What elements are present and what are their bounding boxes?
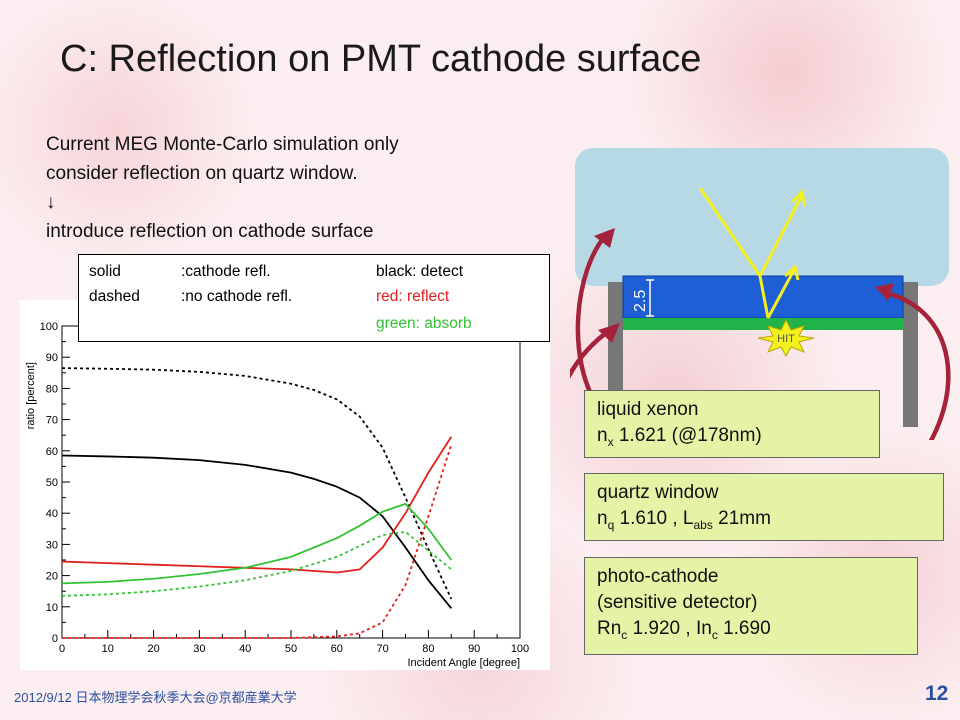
x-tick-label: 70 xyxy=(376,643,388,655)
photo-cathode-layer xyxy=(623,318,903,330)
x-tick-label: 10 xyxy=(102,643,114,655)
arrow-heads xyxy=(594,228,894,343)
quartz-window-label: quartz window xyxy=(597,482,719,503)
y-tick-label: 70 xyxy=(46,415,58,427)
series-line-4 xyxy=(61,502,453,585)
intro-line-3: introduce reflection on cathode surface xyxy=(46,221,374,242)
series-line-0 xyxy=(61,454,452,609)
legend-dashed: dashed xyxy=(89,288,140,305)
legend-green: green: absorb xyxy=(376,315,472,332)
series-line-2 xyxy=(61,436,453,574)
y-tick-label: 80 xyxy=(46,383,58,395)
intro-line-2: consider reflection on quartz window. xyxy=(46,163,358,184)
slide-title: C: Reflection on PMT cathode surface xyxy=(60,38,702,80)
y-tick-label: 60 xyxy=(46,446,58,458)
x-axis-label: Incident Angle [degree] xyxy=(407,657,520,669)
legend-red: red: reflect xyxy=(376,288,450,305)
photo-cathode-label: photo-cathode xyxy=(597,566,719,587)
legend-black: black: detect xyxy=(376,263,464,280)
y-axis-label: ratio [percent] xyxy=(25,362,37,429)
x-tick-label: 50 xyxy=(285,643,297,655)
intro-arrow: ↓ xyxy=(46,192,56,213)
liquid-xenon-label: liquid xenon xyxy=(597,399,699,420)
legend-solid: solid xyxy=(89,263,121,280)
series-line-3 xyxy=(62,444,453,639)
thickness-label: 2.5 xyxy=(632,290,649,312)
plot-frame xyxy=(61,325,521,639)
x-tick-label: 60 xyxy=(331,643,343,655)
plot-legend: solid :cathode refl. black: detect dashe… xyxy=(78,254,550,342)
legend-solid-desc: :cathode refl. xyxy=(181,263,271,280)
pmt-wall-right xyxy=(903,282,918,427)
photo-cathode-box: photo-cathode (sensitive detector) Rnc 1… xyxy=(584,557,918,655)
quartz-window-box: quartz window nq 1.610 , Labs 21mm xyxy=(584,473,944,541)
y-tick-label: 20 xyxy=(46,571,58,583)
cathode-index: Rnc 1.920 , Inc 1.690 xyxy=(597,618,771,642)
page-number: 12 xyxy=(925,682,949,705)
hit-label: HIT xyxy=(777,333,795,345)
ratio-plot-svg: 0 10 20 30 40 50 60 70 80 90 100 0 10 20 30 40 50 60 70 80 9… xyxy=(25,321,529,669)
y-tick-label: 0 xyxy=(52,633,58,645)
y-tick-label: 50 xyxy=(46,477,58,489)
intro-line-1: Current MEG Monte-Carlo simulation only xyxy=(46,134,399,155)
y-tick-label: 40 xyxy=(46,508,58,520)
ratio-plot: 0 10 20 30 40 50 60 70 80 90 100 0 10 20 30 40 50 60 70 80 9… xyxy=(20,300,550,670)
y-tick-label: 90 xyxy=(46,352,58,364)
x-tick-label: 30 xyxy=(193,643,205,655)
y-tick-label: 30 xyxy=(46,539,58,551)
series-line-5 xyxy=(61,530,452,597)
series-line-1 xyxy=(61,367,453,600)
liquid-xenon-region xyxy=(575,148,949,286)
intro-text: Current MEG Monte-Carlo simulation only … xyxy=(46,130,399,246)
light-rays xyxy=(698,187,807,319)
footer-text: 2012/9/12 日本物理学会秋季大会@京都産業大学 xyxy=(14,690,297,705)
legend-dashed-desc: :no cathode refl. xyxy=(181,288,293,305)
reflection-arrows xyxy=(570,233,951,440)
x-tick-label: 100 xyxy=(511,643,529,655)
y-tick-label: 10 xyxy=(46,602,58,614)
x-tick-label: 40 xyxy=(239,643,251,655)
sensitive-detector-label: (sensitive detector) xyxy=(597,592,758,613)
y-tick-label: 100 xyxy=(40,321,58,333)
x-tick-label: 80 xyxy=(422,643,434,655)
quartz-index: nq 1.610 , Labs 21mm xyxy=(597,508,771,532)
pmt-diagram: 2.5 xyxy=(570,148,951,440)
xenon-index: nx 1.621 (@178nm) xyxy=(597,425,762,449)
x-tick-label: 90 xyxy=(468,643,480,655)
liquid-xenon-box: liquid xenon nx 1.621 (@178nm) xyxy=(584,390,880,458)
x-tick-label: 0 xyxy=(59,643,65,655)
hit-marker: HIT xyxy=(754,318,818,358)
x-tick-label: 20 xyxy=(147,643,159,655)
